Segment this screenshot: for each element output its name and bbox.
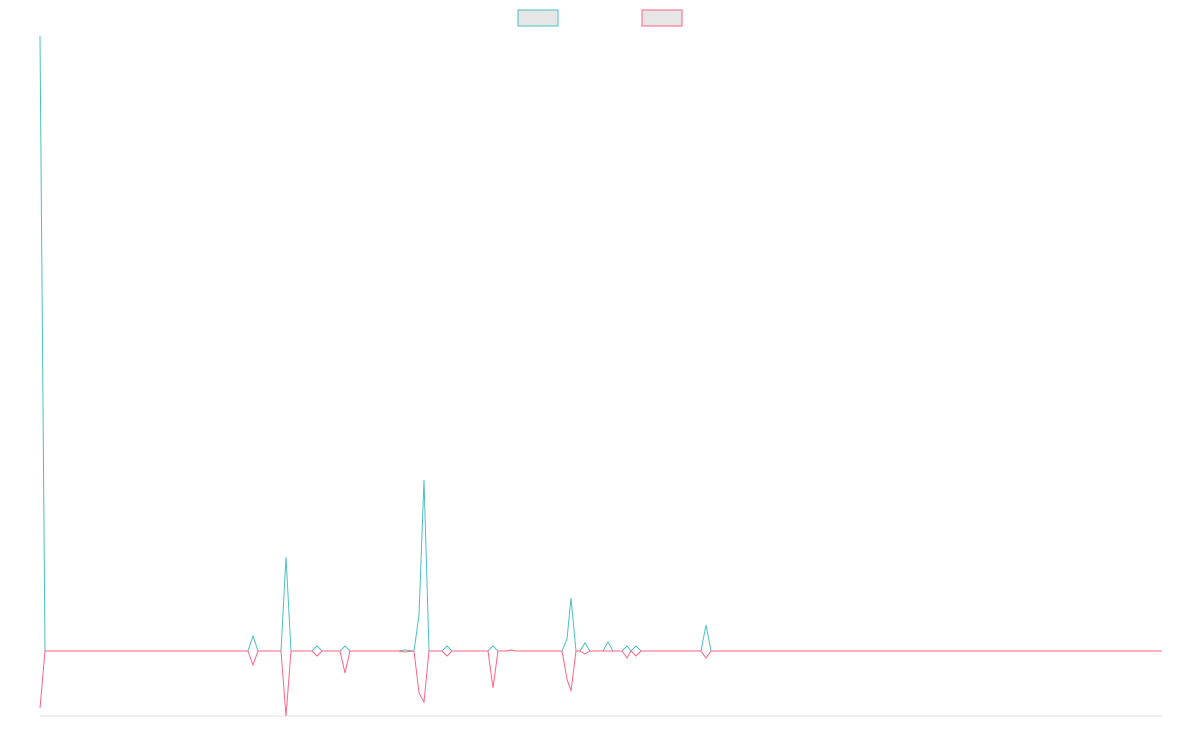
line-series bbox=[39, 649, 1162, 717]
legend-swatch bbox=[641, 9, 683, 27]
line-series bbox=[39, 35, 1162, 652]
legend-swatch bbox=[517, 9, 559, 27]
